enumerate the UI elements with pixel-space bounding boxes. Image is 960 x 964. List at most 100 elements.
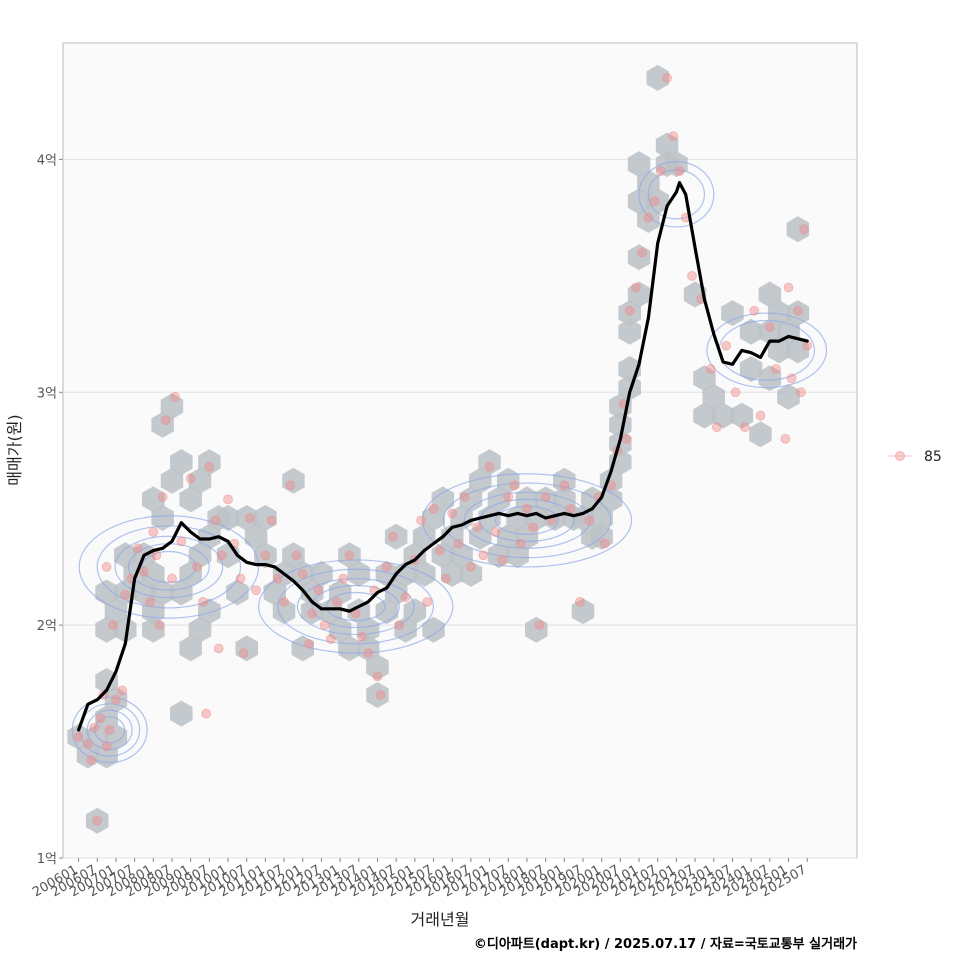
hexbin (216, 505, 240, 531)
hexbin (683, 281, 707, 308)
scatter-point (655, 166, 666, 176)
hexbin (618, 300, 641, 327)
scatter-point (145, 596, 156, 607)
x-axis: 2006012006072007012007072008012008072009… (30, 858, 809, 900)
hexbin (198, 598, 221, 625)
scatter-point (515, 538, 526, 549)
scatter-point (244, 513, 255, 523)
density-contour (479, 498, 575, 542)
hexbin (235, 505, 258, 531)
scatter-point (503, 492, 514, 502)
density-contour (325, 591, 386, 622)
hexbin (618, 318, 641, 345)
scatter-point (416, 515, 426, 526)
scatter-point (313, 585, 324, 596)
trend-line (77, 181, 809, 732)
scatter-point (643, 212, 654, 223)
density-contour (494, 505, 559, 535)
hexbin (412, 523, 436, 550)
scatter-point (624, 305, 635, 316)
scatter-point (792, 305, 803, 316)
density-contour (96, 525, 242, 609)
scatter-point (170, 392, 180, 402)
hexbin-layer (67, 64, 810, 834)
hexbin (95, 579, 118, 606)
hexbin (384, 579, 408, 606)
scatter-point (325, 634, 336, 645)
hexbin (441, 560, 464, 587)
scatter-point (297, 569, 308, 579)
hexbin (319, 598, 342, 625)
scatter-point (574, 596, 585, 607)
hexbin (777, 383, 800, 410)
hexbin (627, 244, 651, 271)
hexbin (758, 365, 782, 392)
scatter-point (157, 492, 168, 502)
density-contour (277, 568, 434, 645)
scatter-point (528, 522, 539, 533)
scatter-point (540, 492, 551, 502)
hexbin (356, 616, 380, 643)
hexbin (95, 616, 118, 643)
legend: 85 (888, 449, 942, 465)
scatter-point (400, 592, 411, 603)
scatter-point (780, 433, 791, 444)
hexbin (170, 449, 193, 476)
scatter-point (478, 550, 489, 561)
hexbin (627, 151, 651, 178)
scatter-point (522, 503, 532, 514)
hexbin (188, 616, 212, 643)
hexbin (450, 542, 473, 569)
scatter-point (185, 473, 196, 484)
hexbin (497, 523, 520, 550)
scatter-point (428, 503, 439, 514)
scatter-point (394, 620, 405, 631)
hexbin (179, 486, 202, 513)
scatter-point (223, 494, 233, 505)
scatter-point (711, 422, 722, 433)
scatter-point (101, 741, 112, 752)
scatter-point (272, 573, 283, 584)
scatter-point (687, 270, 697, 281)
hexbin (160, 393, 184, 420)
scatter-point (304, 638, 314, 649)
hexbin (244, 523, 268, 550)
scatter-point (796, 387, 806, 398)
density-contour (647, 169, 706, 220)
hexbin (693, 365, 716, 392)
hexbin (730, 402, 754, 429)
scatter-point (447, 508, 458, 519)
hexbin (254, 542, 277, 569)
scatter-point (285, 480, 296, 491)
hexbin (590, 505, 613, 531)
y-axis: 1억 2억 3억 4억 (37, 153, 63, 867)
density-contour (78, 515, 260, 619)
scatter-point (148, 527, 159, 537)
scatter-point (344, 550, 355, 561)
hexbin (76, 742, 100, 769)
scatter-point (584, 515, 595, 526)
hexbin (749, 421, 772, 448)
scatter-point (621, 433, 632, 444)
hexbin (553, 486, 576, 513)
y-tick-label: 4억 (37, 153, 57, 168)
scatter-point (117, 685, 128, 696)
scatter-point (132, 543, 143, 554)
scatter-point (472, 522, 483, 533)
scatter-point (204, 461, 215, 472)
trend-line-layer (77, 181, 809, 732)
scatter-point (740, 422, 750, 433)
hexbin (431, 542, 455, 569)
scatter-point (279, 596, 289, 607)
scatter-point (534, 620, 545, 631)
hexbin (711, 402, 735, 429)
scatter-point (167, 573, 177, 584)
scatter-point (319, 620, 330, 631)
scatter-point (332, 596, 342, 607)
y-axis-title: 매매가(원) (5, 414, 24, 485)
scatter-point (154, 620, 165, 631)
hexbin (114, 542, 137, 569)
hexbin (170, 700, 193, 727)
hexbin (151, 411, 174, 438)
